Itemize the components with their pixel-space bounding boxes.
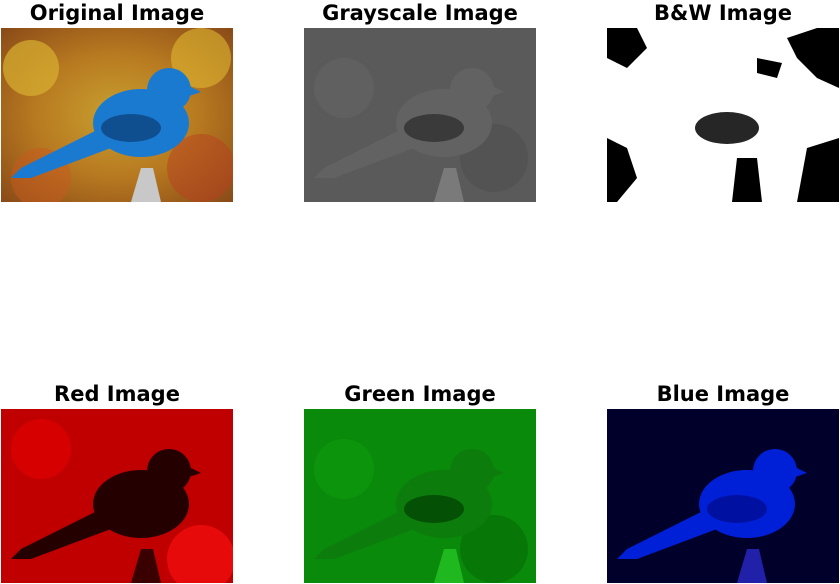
red-image <box>1 409 233 583</box>
panel-title: Grayscale Image <box>304 0 536 26</box>
grayscale-image <box>304 28 536 202</box>
panel-title: Green Image <box>304 381 536 407</box>
bw-image <box>607 28 839 202</box>
original-image <box>1 28 233 202</box>
panel-title: B&W Image <box>607 0 839 26</box>
blue-image <box>607 409 839 583</box>
panel-title: Blue Image <box>607 381 839 407</box>
green-image <box>304 409 536 583</box>
panel-title: Red Image <box>1 381 233 407</box>
panel-title: Original Image <box>1 0 233 26</box>
